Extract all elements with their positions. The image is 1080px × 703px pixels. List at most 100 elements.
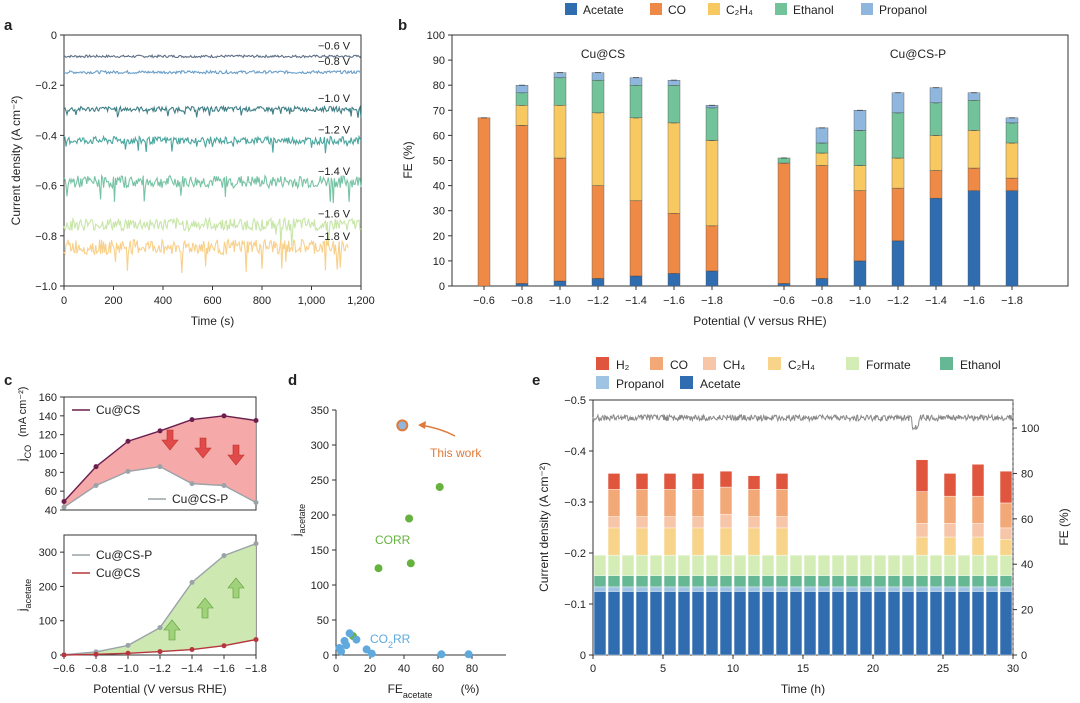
bar-segment [853, 260, 867, 287]
bar-segment [733, 586, 747, 592]
y-tick-label: 250 [311, 475, 329, 487]
bar-segment [971, 575, 985, 588]
x-axis-label-main: FE [388, 682, 403, 696]
y-tick-label: 100 [39, 449, 57, 461]
y-tick-label: 350 [311, 405, 329, 417]
legend-swatch [846, 357, 859, 370]
annotation-co2rr: CO2 [370, 632, 393, 650]
bar-segment [985, 586, 999, 592]
bar-segment [775, 575, 789, 588]
bar-segment [853, 165, 867, 191]
y-tick-label: 0 [51, 650, 57, 662]
bar-segment [593, 554, 607, 576]
bar-segment [761, 586, 775, 592]
legend-swatch [940, 357, 953, 370]
bar-segment [719, 514, 733, 529]
bar-segment [593, 586, 607, 592]
bar-segment [719, 586, 733, 592]
bar-segment [607, 554, 621, 576]
y-tick-label-right: 60 [1021, 514, 1033, 526]
y-tick-label: −0.1 [564, 599, 586, 611]
bar-segment [607, 473, 621, 490]
bar-segment [915, 459, 929, 492]
bar-segment [929, 197, 943, 287]
bar-segment [891, 92, 905, 114]
legend-label: Cu@CS [96, 566, 140, 580]
data-point [157, 649, 163, 655]
legend-swatch [565, 3, 577, 15]
down-arrow [194, 437, 212, 459]
bar-segment [985, 575, 999, 588]
y-tick-label: 100 [427, 30, 445, 42]
y-tick-label: 120 [39, 430, 57, 442]
x-tick-label: −1.0 [117, 663, 139, 675]
y-axis-label-right: FE (%) [1057, 508, 1071, 545]
bar-segment [831, 575, 845, 588]
bar-segment [967, 92, 981, 101]
bar-segment [943, 575, 957, 588]
x-tick-label: 1,200 [347, 295, 375, 307]
bar-segment [591, 185, 605, 279]
bar-segment [553, 105, 567, 159]
legend-label: Acetate [700, 377, 741, 391]
bar-segment [853, 110, 867, 131]
bar-segment [943, 473, 957, 497]
legend-label: Ethanol [793, 3, 834, 17]
bar-segment [515, 84, 529, 93]
data-point [61, 652, 67, 658]
bar-segment [967, 100, 981, 131]
bar-segment [747, 527, 761, 556]
y-axis-label-left: Current density (A cm⁻²) [537, 462, 551, 592]
bar-segment [607, 489, 621, 517]
bar-segment [629, 77, 643, 86]
bar-segment [853, 190, 867, 262]
down-arrow [227, 444, 245, 466]
legend-label: CO [670, 358, 688, 372]
bar-segment [761, 575, 775, 588]
bar-segment [775, 591, 789, 656]
data-point [125, 650, 131, 656]
bar-segment [999, 554, 1013, 576]
bar-segment [985, 591, 999, 656]
bar-segment [663, 586, 677, 592]
bar-segment [943, 536, 957, 556]
y-axis-label: jCO [15, 445, 33, 462]
x-tick-label: 40 [398, 663, 410, 675]
legend-label: Formate [866, 358, 911, 372]
bar-segment [943, 554, 957, 576]
y-tick-label: 100 [39, 616, 57, 628]
x-tick-label: 25 [937, 663, 949, 675]
bar-segment [719, 527, 733, 556]
legend-swatch [596, 357, 609, 370]
x-tick-label: 1,000 [298, 295, 326, 307]
series-label: −1.0 V [318, 93, 351, 105]
bar-segment [667, 84, 681, 124]
scatter-point [406, 559, 415, 568]
bar-segment [817, 586, 831, 592]
bar-segment [873, 554, 887, 576]
bar-segment [887, 586, 901, 592]
legend-swatch [650, 357, 663, 370]
x-tick-label: 400 [154, 295, 172, 307]
bar-segment [999, 586, 1013, 592]
bar-segment [635, 591, 649, 656]
y-axis-unit: (mA cm⁻²) [17, 387, 29, 437]
fill-between [64, 543, 256, 655]
series-line [63, 53, 362, 59]
x-tick-label: 200 [104, 295, 122, 307]
panel-letter-c: c [4, 372, 12, 389]
data-point [189, 481, 195, 487]
annotation-co2rr-main: CO [370, 632, 388, 646]
y-tick-label-right: 80 [1021, 468, 1033, 480]
y-tick-label: −0.4 [564, 446, 586, 458]
scatter-point [405, 514, 414, 523]
bar-segment [621, 591, 635, 656]
legend-label: Cu@CS-P [96, 548, 152, 562]
legend-swatch [650, 3, 662, 15]
bar-segment [635, 516, 649, 529]
bar-segment [831, 591, 845, 656]
bar-segment [1005, 190, 1019, 287]
bar-segment [677, 591, 691, 656]
bar-segment [999, 575, 1013, 588]
legend-label: CH₄ [723, 358, 745, 372]
